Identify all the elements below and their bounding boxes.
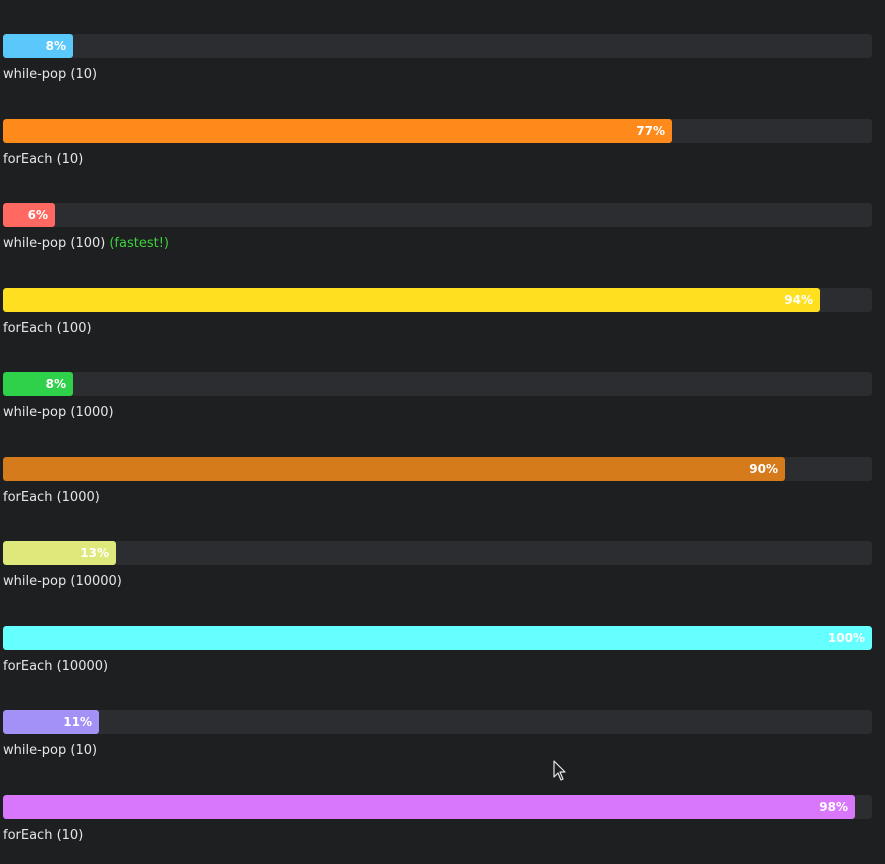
progress-fill: 8% <box>3 34 73 58</box>
benchmark-label: forEach (10) <box>3 827 83 844</box>
benchmark-name: while-pop (1000) <box>3 405 114 420</box>
progress-track: 8% <box>3 372 872 396</box>
benchmark-name: while-pop (100) <box>3 236 106 251</box>
benchmark-label: forEach (100) <box>3 320 92 337</box>
progress-fill: 90% <box>3 457 785 481</box>
progress-track: 11% <box>3 710 872 734</box>
progress-track: 98% <box>3 795 872 819</box>
benchmark-row: 11% while-pop (10) <box>3 710 872 770</box>
progress-fill: 11% <box>3 710 99 734</box>
progress-track: 8% <box>3 34 872 58</box>
progress-track: 94% <box>3 288 872 312</box>
benchmark-row: 94% forEach (100) <box>3 288 872 348</box>
benchmark-label: forEach (1000) <box>3 489 100 506</box>
benchmark-name: forEach (10) <box>3 828 84 843</box>
benchmark-label: forEach (10) <box>3 151 83 168</box>
benchmark-label: while-pop (100) (fastest!) <box>3 235 169 252</box>
benchmark-name: forEach (1000) <box>3 490 100 505</box>
benchmark-row: 13% while-pop (10000) <box>3 541 872 601</box>
benchmark-row: 98% forEach (10) <box>3 795 872 855</box>
benchmark-row: 6% while-pop (100) (fastest!) <box>3 203 872 263</box>
benchmark-name: forEach (100) <box>3 321 92 336</box>
benchmark-name: forEach (10) <box>3 152 84 167</box>
benchmark-label: while-pop (10) <box>3 742 97 759</box>
progress-fill: 6% <box>3 203 55 227</box>
mouse-pointer-icon <box>553 760 566 781</box>
progress-track: 90% <box>3 457 872 481</box>
benchmark-label: while-pop (10000) <box>3 573 122 590</box>
benchmark-row: 8% while-pop (10) <box>3 34 872 94</box>
progress-track: 6% <box>3 203 872 227</box>
progress-fill: 8% <box>3 372 73 396</box>
benchmark-row: 90% forEach (1000) <box>3 457 872 517</box>
progress-fill: 77% <box>3 119 672 143</box>
benchmark-row: 8% while-pop (1000) <box>3 372 872 432</box>
progress-track: 13% <box>3 541 872 565</box>
fastest-note: (fastest!) <box>109 236 169 251</box>
benchmark-name: forEach (10000) <box>3 659 109 674</box>
benchmark-name: while-pop (10000) <box>3 574 122 589</box>
progress-track: 100% <box>3 626 872 650</box>
benchmark-label: while-pop (1000) <box>3 404 114 421</box>
benchmark-label: forEach (10000) <box>3 658 108 675</box>
progress-track: 77% <box>3 119 872 143</box>
benchmark-row: 100% forEach (10000) <box>3 626 872 686</box>
benchmark-name: while-pop (10) <box>3 67 98 82</box>
benchmark-name: while-pop (10) <box>3 743 98 758</box>
benchmark-label: while-pop (10) <box>3 66 97 83</box>
progress-fill: 94% <box>3 288 820 312</box>
benchmark-row: 77% forEach (10) <box>3 119 872 179</box>
progress-fill: 98% <box>3 795 855 819</box>
progress-fill: 100% <box>3 626 872 650</box>
progress-fill: 13% <box>3 541 116 565</box>
